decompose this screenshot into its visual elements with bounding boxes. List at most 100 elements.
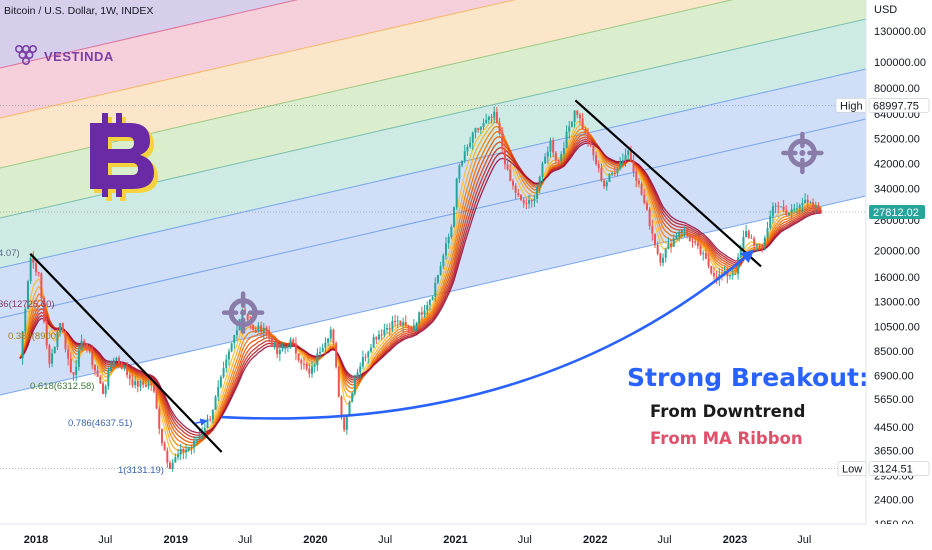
candle-body (530, 200, 533, 202)
price-badge-text: 3124.51 (873, 464, 913, 476)
price-tick-label: 4450.00 (874, 422, 914, 434)
candle-body (766, 228, 769, 238)
candle-body (466, 147, 469, 152)
candle-body (731, 274, 734, 276)
candle-body (72, 372, 75, 375)
candle-body (699, 245, 702, 255)
candle-body (514, 185, 517, 193)
candle-body (375, 337, 378, 340)
candle-body (809, 202, 812, 204)
candle-body (624, 155, 627, 161)
candle-body (541, 163, 544, 177)
price-tick-label: 42000.00 (874, 159, 920, 171)
candle-body (91, 351, 94, 366)
candle-body (230, 343, 233, 352)
channel-line (0, 0, 516, 119)
time-tick-label: 2023 (723, 534, 747, 546)
candle-body (246, 313, 249, 320)
price-badge-bg (868, 461, 930, 477)
candle-body (75, 366, 78, 375)
candle-body (51, 353, 54, 364)
candle-body (123, 367, 126, 369)
candle-body (694, 241, 697, 243)
candle-body (174, 457, 177, 463)
candle-body (59, 323, 62, 333)
candle-body (77, 350, 80, 367)
candle-body (498, 122, 501, 134)
price-badge-bg (869, 205, 925, 220)
candle-body (56, 332, 59, 347)
candle-body (632, 160, 635, 173)
candle-body (361, 357, 364, 367)
candle-body (198, 435, 201, 440)
candle-body (696, 242, 699, 246)
candle-body (469, 142, 472, 148)
candle-body (790, 209, 793, 213)
candle-body (533, 198, 536, 202)
candle-body (270, 337, 273, 346)
candle-body (707, 258, 710, 267)
candle-body (546, 151, 549, 157)
candle-body (168, 462, 171, 469)
candle-body (511, 181, 514, 186)
candle-body (444, 243, 447, 256)
candle-body (509, 169, 512, 182)
candle-body (536, 186, 539, 199)
candle-body (493, 111, 496, 118)
candle-body (225, 359, 228, 369)
candle-body (485, 120, 488, 124)
candle-body (402, 322, 405, 326)
candle-body (447, 237, 450, 244)
candle-body (404, 322, 407, 326)
candle-body (367, 351, 370, 358)
candle-body (769, 216, 772, 229)
candle-body (160, 428, 163, 444)
candle-body (587, 132, 590, 143)
candle-body (683, 229, 686, 231)
candle-body (787, 212, 790, 216)
candle-body (463, 151, 466, 161)
candle-body (450, 226, 453, 238)
candle-body (399, 320, 402, 326)
candle-body (388, 328, 391, 330)
candle-body (380, 334, 383, 336)
time-axis[interactable]: 2018 Jul 2019 Jul 2020 Jul 2021 Jul 2022 Jul 2023 J… (0, 523, 932, 550)
candle-body (67, 349, 70, 359)
candle-body (686, 229, 689, 236)
candle-body (597, 164, 600, 168)
time-tick-label: 2018 (24, 534, 48, 546)
time-tick-label: 2019 (163, 534, 187, 546)
candle-body (83, 340, 86, 344)
candle-body (544, 156, 547, 164)
candle-body (391, 320, 394, 330)
candle-body (163, 443, 166, 451)
candle-body (637, 180, 640, 184)
candle-body (128, 375, 131, 380)
candle-body (613, 172, 616, 174)
candle-body (332, 329, 335, 344)
candle-body (99, 376, 102, 384)
price-badge-text: High (840, 100, 863, 112)
candle-body (570, 122, 573, 127)
candle-body (45, 321, 48, 346)
candle-body (431, 296, 434, 300)
candle-body (635, 172, 638, 181)
candle-body (351, 393, 354, 402)
candle-body (337, 366, 340, 397)
candle-body (37, 272, 40, 274)
candle-body (118, 357, 121, 364)
candle-body (680, 230, 683, 233)
time-tick-label: 2021 (443, 534, 467, 546)
candle-body (24, 308, 27, 332)
candle-body (150, 383, 153, 386)
price-tick-label: 130000.00 (874, 26, 926, 38)
candle-body (806, 199, 809, 203)
candle-body (779, 206, 782, 208)
candle-body (80, 340, 83, 351)
candle-body (461, 160, 464, 166)
channel-band (0, 0, 866, 218)
candle-body (276, 344, 279, 355)
bitcoin-icon (90, 113, 158, 201)
price-axis[interactable]: USD 130000.00100000.0080000.0064000.0052… (835, 0, 932, 550)
